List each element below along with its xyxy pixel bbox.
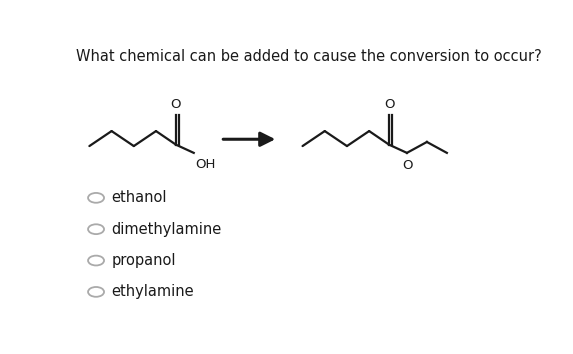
Text: propanol: propanol: [112, 253, 176, 268]
Text: O: O: [384, 98, 394, 111]
Text: ethanol: ethanol: [112, 190, 167, 205]
Text: ethylamine: ethylamine: [112, 284, 194, 299]
Text: O: O: [171, 98, 181, 111]
Text: dimethylamine: dimethylamine: [112, 222, 222, 237]
Text: OH: OH: [195, 158, 215, 171]
Text: What chemical can be added to cause the conversion to occur?: What chemical can be added to cause the …: [76, 49, 542, 64]
Text: O: O: [403, 159, 413, 172]
